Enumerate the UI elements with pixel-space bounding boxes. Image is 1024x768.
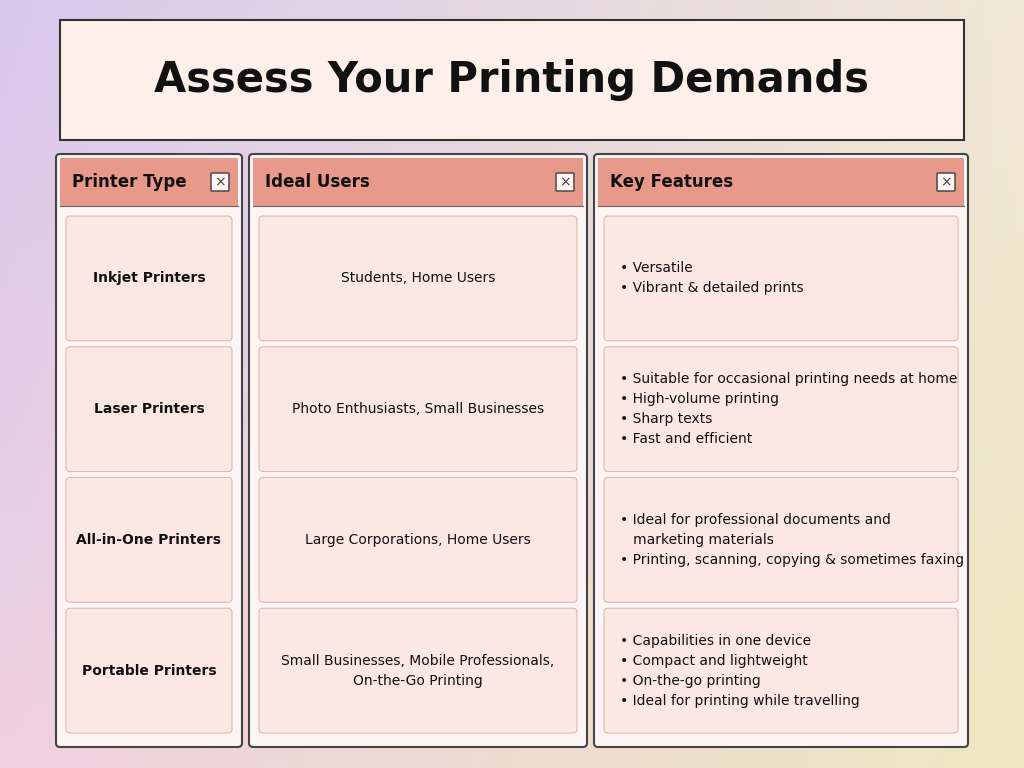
Text: • Suitable for occasional printing needs at home
• High-volume printing
• Sharp : • Suitable for occasional printing needs… [620, 372, 957, 446]
Text: • Ideal for professional documents and
   marketing materials
• Printing, scanni: • Ideal for professional documents and m… [620, 513, 965, 567]
FancyBboxPatch shape [259, 608, 577, 733]
Text: Laser Printers: Laser Printers [93, 402, 205, 416]
FancyBboxPatch shape [604, 478, 958, 602]
Text: • Versatile
• Vibrant & detailed prints: • Versatile • Vibrant & detailed prints [620, 261, 804, 296]
FancyBboxPatch shape [594, 154, 968, 747]
FancyBboxPatch shape [60, 158, 238, 206]
Text: Key Features: Key Features [610, 173, 733, 191]
FancyBboxPatch shape [211, 173, 229, 191]
Text: Photo Enthusiasts, Small Businesses: Photo Enthusiasts, Small Businesses [292, 402, 544, 416]
FancyBboxPatch shape [66, 478, 232, 602]
FancyBboxPatch shape [598, 158, 964, 206]
Text: ×: × [940, 175, 952, 189]
Text: ×: × [214, 175, 226, 189]
FancyBboxPatch shape [66, 216, 232, 341]
FancyBboxPatch shape [259, 346, 577, 472]
FancyBboxPatch shape [60, 20, 964, 140]
FancyBboxPatch shape [604, 608, 958, 733]
FancyBboxPatch shape [253, 158, 583, 206]
Text: Large Corporations, Home Users: Large Corporations, Home Users [305, 533, 530, 547]
FancyBboxPatch shape [66, 346, 232, 472]
FancyBboxPatch shape [259, 478, 577, 602]
FancyBboxPatch shape [604, 216, 958, 341]
Text: All-in-One Printers: All-in-One Printers [77, 533, 221, 547]
FancyBboxPatch shape [66, 608, 232, 733]
Text: Printer Type: Printer Type [72, 173, 186, 191]
FancyBboxPatch shape [937, 173, 955, 191]
FancyBboxPatch shape [249, 154, 587, 747]
Text: Students, Home Users: Students, Home Users [341, 271, 496, 286]
Text: Small Businesses, Mobile Professionals,
On-the-Go Printing: Small Businesses, Mobile Professionals, … [282, 654, 555, 687]
FancyBboxPatch shape [56, 154, 242, 747]
Text: Assess Your Printing Demands: Assess Your Printing Demands [155, 59, 869, 101]
Text: Ideal Users: Ideal Users [265, 173, 370, 191]
Text: Inkjet Printers: Inkjet Printers [93, 271, 206, 286]
FancyBboxPatch shape [259, 216, 577, 341]
FancyBboxPatch shape [556, 173, 574, 191]
Text: • Capabilities in one device
• Compact and lightweight
• On-the-go printing
• Id: • Capabilities in one device • Compact a… [620, 634, 860, 707]
FancyBboxPatch shape [604, 346, 958, 472]
Text: ×: × [559, 175, 570, 189]
Text: Portable Printers: Portable Printers [82, 664, 216, 677]
